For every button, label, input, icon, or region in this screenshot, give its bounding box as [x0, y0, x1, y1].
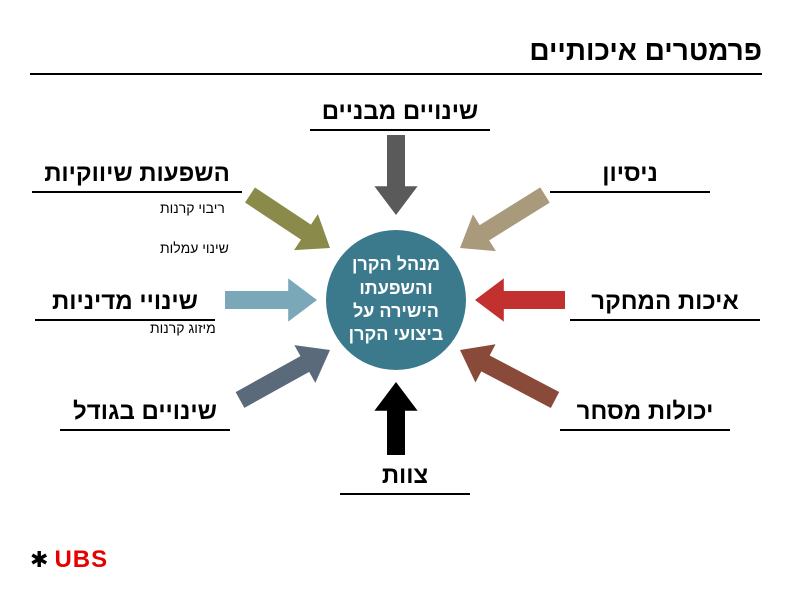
ubs-logo: ✱ UBS	[30, 546, 108, 574]
arrow-a-top-left	[245, 187, 330, 250]
arrow-a-mid-left	[225, 278, 317, 321]
arrow-a-top-right	[460, 187, 550, 251]
label-trading-capabilities: יכולות מסחר	[560, 398, 730, 431]
arrow-a-bot-left	[236, 345, 330, 408]
sublabel-fund-merger: מיזוג קרנות	[150, 320, 216, 336]
label-structural-changes: שינויים מבניים	[310, 98, 490, 131]
label-size-changes: שינויים בגודל	[60, 398, 230, 431]
label-team: צוות	[340, 462, 470, 495]
label-marketing-effects: השפעות שיווקיות	[32, 160, 242, 193]
label-experience: ניסיון	[550, 160, 710, 193]
sublabel-fund-multiplication: ריבוי קרנות	[160, 200, 225, 216]
ubs-logo-icon: ✱	[30, 547, 48, 573]
ubs-logo-text: UBS	[54, 546, 108, 574]
center-circle: מנהל הקרן והשפעתו הישירה על ביצועי הקרן	[326, 230, 466, 370]
page-title: פרמטרים איכותיים	[30, 35, 762, 75]
center-text: מנהל הקרן והשפעתו הישירה על ביצועי הקרן	[336, 253, 456, 347]
arrow-a-bottom	[374, 382, 417, 455]
arrow-a-mid-right	[475, 278, 565, 321]
sublabel-fee-change: שינוי עמלות	[160, 240, 229, 256]
label-research-quality: איכות המחקר	[570, 288, 760, 321]
arrow-a-bot-right	[460, 344, 559, 408]
arrow-a-top	[374, 135, 417, 215]
label-policy-changes: שינויי מדיניות	[35, 288, 215, 321]
